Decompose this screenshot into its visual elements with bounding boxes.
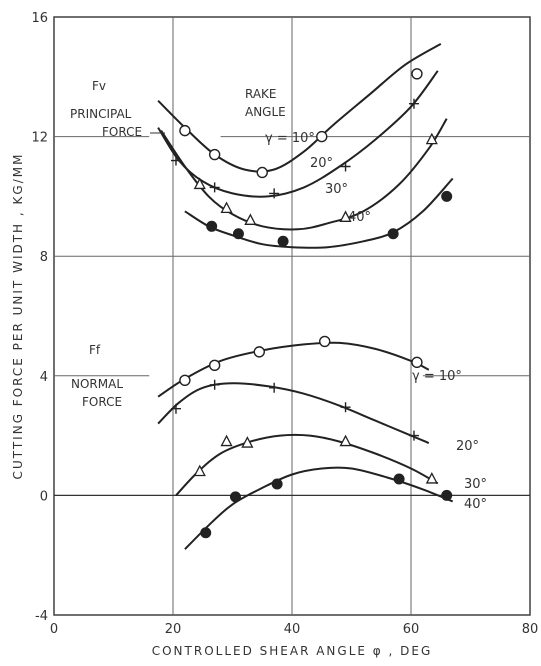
series-7-point-1 bbox=[230, 492, 240, 502]
ff-series-20-label: 20° bbox=[456, 439, 479, 454]
fv-label: Fv bbox=[92, 79, 106, 93]
series-0-point-2 bbox=[257, 167, 267, 177]
series-3-point-1 bbox=[233, 229, 243, 239]
y-tick-label: 16 bbox=[31, 11, 48, 26]
series-4-point-1 bbox=[210, 360, 220, 370]
series-5-point-3 bbox=[341, 402, 351, 412]
series-3-point-3 bbox=[388, 229, 398, 239]
series-6-point-3 bbox=[341, 436, 351, 446]
rake-label: RAKE bbox=[245, 87, 277, 101]
series-7-point-3 bbox=[394, 474, 404, 484]
series-4-point-0 bbox=[180, 375, 190, 385]
ff-series-30-label: 30° bbox=[464, 477, 487, 492]
y-tick-label: 12 bbox=[31, 131, 48, 146]
series-7-curve bbox=[185, 468, 453, 550]
series-1-point-1 bbox=[210, 182, 220, 192]
y-tick-label: 8 bbox=[40, 250, 48, 265]
y-tick-label: 0 bbox=[40, 489, 48, 504]
series-5-point-1 bbox=[210, 380, 220, 390]
series-0-point-4 bbox=[412, 69, 422, 79]
series-0-point-1 bbox=[210, 150, 220, 160]
series-6-point-1 bbox=[222, 436, 232, 446]
series-5-point-2 bbox=[269, 383, 279, 393]
x-tick-label: 20 bbox=[165, 622, 182, 637]
principal-label: PRINCIPAL bbox=[70, 107, 132, 121]
series-4-point-2 bbox=[254, 347, 264, 357]
normal-label: NORMAL bbox=[71, 377, 123, 391]
series-4-point-3 bbox=[320, 336, 330, 346]
normal-force-label: FORCE bbox=[82, 395, 122, 409]
y-tick-label: 4 bbox=[40, 370, 48, 385]
y-axis-label: CUTTING FORCE PER UNIT WIDTH , KG/MM bbox=[11, 153, 25, 480]
y-tick-label: -4 bbox=[35, 609, 48, 624]
ff-series-40-label: 40° bbox=[464, 497, 487, 512]
series-0-point-0 bbox=[180, 126, 190, 136]
series-1-point-3 bbox=[341, 162, 351, 172]
series-0-point-3 bbox=[317, 132, 327, 142]
x-tick-label: 0 bbox=[50, 622, 58, 637]
principal-force-label: FORCE bbox=[102, 125, 142, 139]
series-5-point-0 bbox=[171, 404, 181, 414]
series-4-point-4 bbox=[412, 357, 422, 367]
x-tick-label: 80 bbox=[522, 622, 539, 637]
series-6-curve bbox=[176, 435, 438, 496]
series-7-point-0 bbox=[201, 528, 211, 538]
fv-series-30-label: 30° bbox=[325, 182, 348, 197]
fv-series-10-label: γ = 10° bbox=[265, 131, 315, 146]
ff-label: Ff bbox=[89, 343, 101, 357]
series-3-point-4 bbox=[442, 191, 452, 201]
x-axis-label: CONTROLLED SHEAR ANGLE φ , DEG bbox=[152, 644, 433, 658]
fv-series-20-label: 20° bbox=[310, 156, 333, 171]
ff-series-10-label: γ = 10° bbox=[412, 369, 462, 384]
x-tick-label: 60 bbox=[403, 622, 420, 637]
series-3-point-2 bbox=[278, 236, 288, 246]
x-tick-label: 40 bbox=[284, 622, 301, 637]
series-7-point-4 bbox=[442, 490, 452, 500]
series-7-point-2 bbox=[272, 479, 282, 489]
series-3-curve bbox=[185, 179, 453, 248]
series-0-curve bbox=[158, 44, 441, 172]
rake-angle-label: ANGLE bbox=[245, 105, 286, 119]
series-3-point-0 bbox=[207, 221, 217, 231]
series-2-point-2 bbox=[245, 215, 255, 225]
fv-series-40-label: 40° bbox=[348, 210, 371, 225]
